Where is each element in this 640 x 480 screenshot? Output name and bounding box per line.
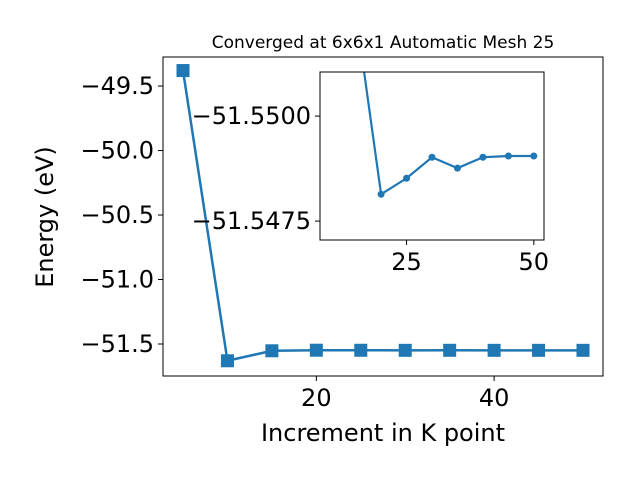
data-line xyxy=(181,70,583,363)
y-tick-label: −50.5 xyxy=(80,201,154,229)
axes-frame xyxy=(319,71,545,241)
marker xyxy=(479,153,487,161)
marker xyxy=(176,64,190,78)
x-axis-label: Increment in K point xyxy=(261,419,505,447)
marker xyxy=(398,343,412,357)
chart-title: Converged at 6x6x1 Automatic Mesh 25 xyxy=(212,33,555,53)
x-tick-label: 20 xyxy=(301,384,332,412)
y-tick-label: −51.0 xyxy=(80,266,154,294)
x-tick-label: 40 xyxy=(479,384,510,412)
x-tick-label: 25 xyxy=(391,248,422,276)
marker xyxy=(354,343,368,357)
marker xyxy=(443,343,457,357)
y-axis-label: Energy (eV) xyxy=(31,146,59,288)
marker xyxy=(453,164,461,172)
marker xyxy=(428,153,436,161)
marker xyxy=(265,344,279,358)
axes-frame xyxy=(162,56,604,377)
marker xyxy=(377,190,385,198)
y-tick-label: −51.5475 xyxy=(192,207,311,235)
y-tick-label: −51.5 xyxy=(80,330,154,358)
y-tick-label: −49.5 xyxy=(80,72,154,100)
marker xyxy=(504,152,512,160)
marker xyxy=(532,343,546,357)
y-tick-label: −51.5500 xyxy=(192,102,311,130)
marker xyxy=(576,343,590,357)
marker xyxy=(530,152,538,160)
marker xyxy=(487,343,501,357)
x-tick-label: 50 xyxy=(519,248,550,276)
marker xyxy=(309,343,323,357)
y-tick-label: −50.0 xyxy=(80,137,154,165)
marker xyxy=(220,354,234,368)
marker xyxy=(403,174,411,182)
